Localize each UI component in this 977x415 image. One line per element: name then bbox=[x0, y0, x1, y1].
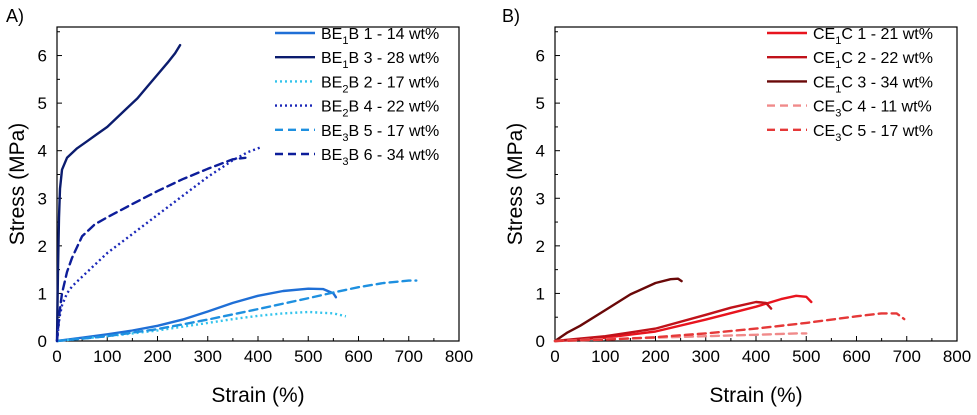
x-tick-label: 300 bbox=[692, 347, 720, 366]
x-tick-label: 500 bbox=[294, 347, 322, 366]
series-line-2 bbox=[56, 310, 347, 343]
legend-label-5: BE3B 6 - 34 wt% bbox=[321, 147, 439, 168]
x-tick-label: 400 bbox=[742, 347, 770, 366]
legend-label-1: BE1B 3 - 28 wt% bbox=[321, 50, 439, 71]
series-line-2 bbox=[553, 277, 683, 343]
y-axis-label: Stress (MPa) bbox=[6, 123, 29, 246]
y-tick-label: 3 bbox=[38, 189, 47, 208]
y-tick-label: 0 bbox=[536, 332, 545, 351]
x-tick-label: 600 bbox=[842, 347, 870, 366]
x-tick-label: 800 bbox=[445, 347, 473, 366]
legend-label-4: CE3C 5 - 17 wt% bbox=[813, 123, 933, 144]
legend-label-4: BE3B 5 - 17 wt% bbox=[321, 123, 439, 144]
y-tick-label: 3 bbox=[536, 189, 545, 208]
x-tick-label: 500 bbox=[792, 347, 820, 366]
x-tick-label: 100 bbox=[591, 347, 619, 366]
series-line-4 bbox=[55, 279, 418, 343]
y-tick-label: 5 bbox=[38, 94, 47, 113]
y-tick-label: 1 bbox=[536, 284, 545, 303]
legend-label-0: BE1B 1 - 14 wt% bbox=[321, 26, 439, 47]
y-tick-label: 2 bbox=[38, 237, 47, 256]
x-tick-label: 200 bbox=[641, 347, 669, 366]
legend-label-2: BE2B 2 - 17 wt% bbox=[321, 74, 439, 95]
legend-label-3: BE2B 4 - 22 wt% bbox=[321, 99, 439, 120]
y-tick-label: 2 bbox=[536, 237, 545, 256]
y-tick-label: 6 bbox=[38, 47, 47, 66]
y-tick-label: 4 bbox=[536, 142, 545, 161]
x-tick-label: 100 bbox=[93, 347, 121, 366]
x-tick-label: 0 bbox=[550, 347, 559, 366]
x-tick-label: 400 bbox=[244, 347, 272, 366]
x-axis-label: Strain (%) bbox=[211, 384, 304, 407]
x-tick-label: 700 bbox=[893, 347, 921, 366]
y-tick-label: 6 bbox=[536, 47, 545, 66]
y-tick-label: 1 bbox=[38, 284, 47, 303]
series-line-1 bbox=[553, 300, 773, 343]
x-tick-label: 200 bbox=[143, 347, 171, 366]
series-line-4 bbox=[553, 312, 906, 343]
y-tick-label: 5 bbox=[536, 94, 545, 113]
series-line-3 bbox=[55, 146, 261, 342]
x-tick-label: 300 bbox=[194, 347, 222, 366]
x-tick-label: 600 bbox=[344, 347, 372, 366]
x-tick-label: 800 bbox=[943, 347, 971, 366]
y-tick-label: 4 bbox=[38, 142, 47, 161]
y-axis-label: Stress (MPa) bbox=[504, 123, 527, 246]
chart-panel-1: B) 0 100 200 300 400 500 600 700 800 0 1 2 3 4 5 6 Strain… bbox=[502, 6, 971, 407]
x-axis-label: Strain (%) bbox=[709, 384, 802, 407]
legend-label-2: CE1C 3 - 34 wt% bbox=[813, 74, 933, 95]
series-line-0 bbox=[55, 287, 338, 343]
y-tick-label: 0 bbox=[38, 332, 47, 351]
x-tick-label: 0 bbox=[52, 347, 61, 366]
series-line-5 bbox=[55, 156, 247, 343]
legend-label-1: CE1C 2 - 22 wt% bbox=[813, 50, 933, 71]
panel-label: A) bbox=[6, 6, 24, 26]
chart-panel-0: A) 0 100 200 300 400 500 600 700 800 0 1 2 3 4 5 6 Strain… bbox=[6, 6, 473, 407]
panel-label: B) bbox=[502, 6, 520, 26]
series-line-0 bbox=[553, 294, 813, 343]
legend-label-0: CE1C 1 - 21 wt% bbox=[813, 26, 933, 47]
x-tick-label: 700 bbox=[395, 347, 423, 366]
series-line-1 bbox=[55, 43, 182, 343]
legend-label-3: CE3C 4 - 11 wt% bbox=[813, 99, 932, 120]
